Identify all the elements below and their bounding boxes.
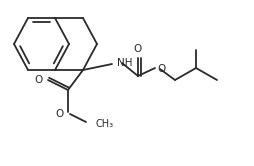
Text: O: O [35,75,43,85]
Text: O: O [157,64,165,74]
Text: CH₃: CH₃ [96,119,114,129]
Text: O: O [134,44,142,54]
Text: NH: NH [117,58,133,68]
Text: O: O [56,109,64,119]
